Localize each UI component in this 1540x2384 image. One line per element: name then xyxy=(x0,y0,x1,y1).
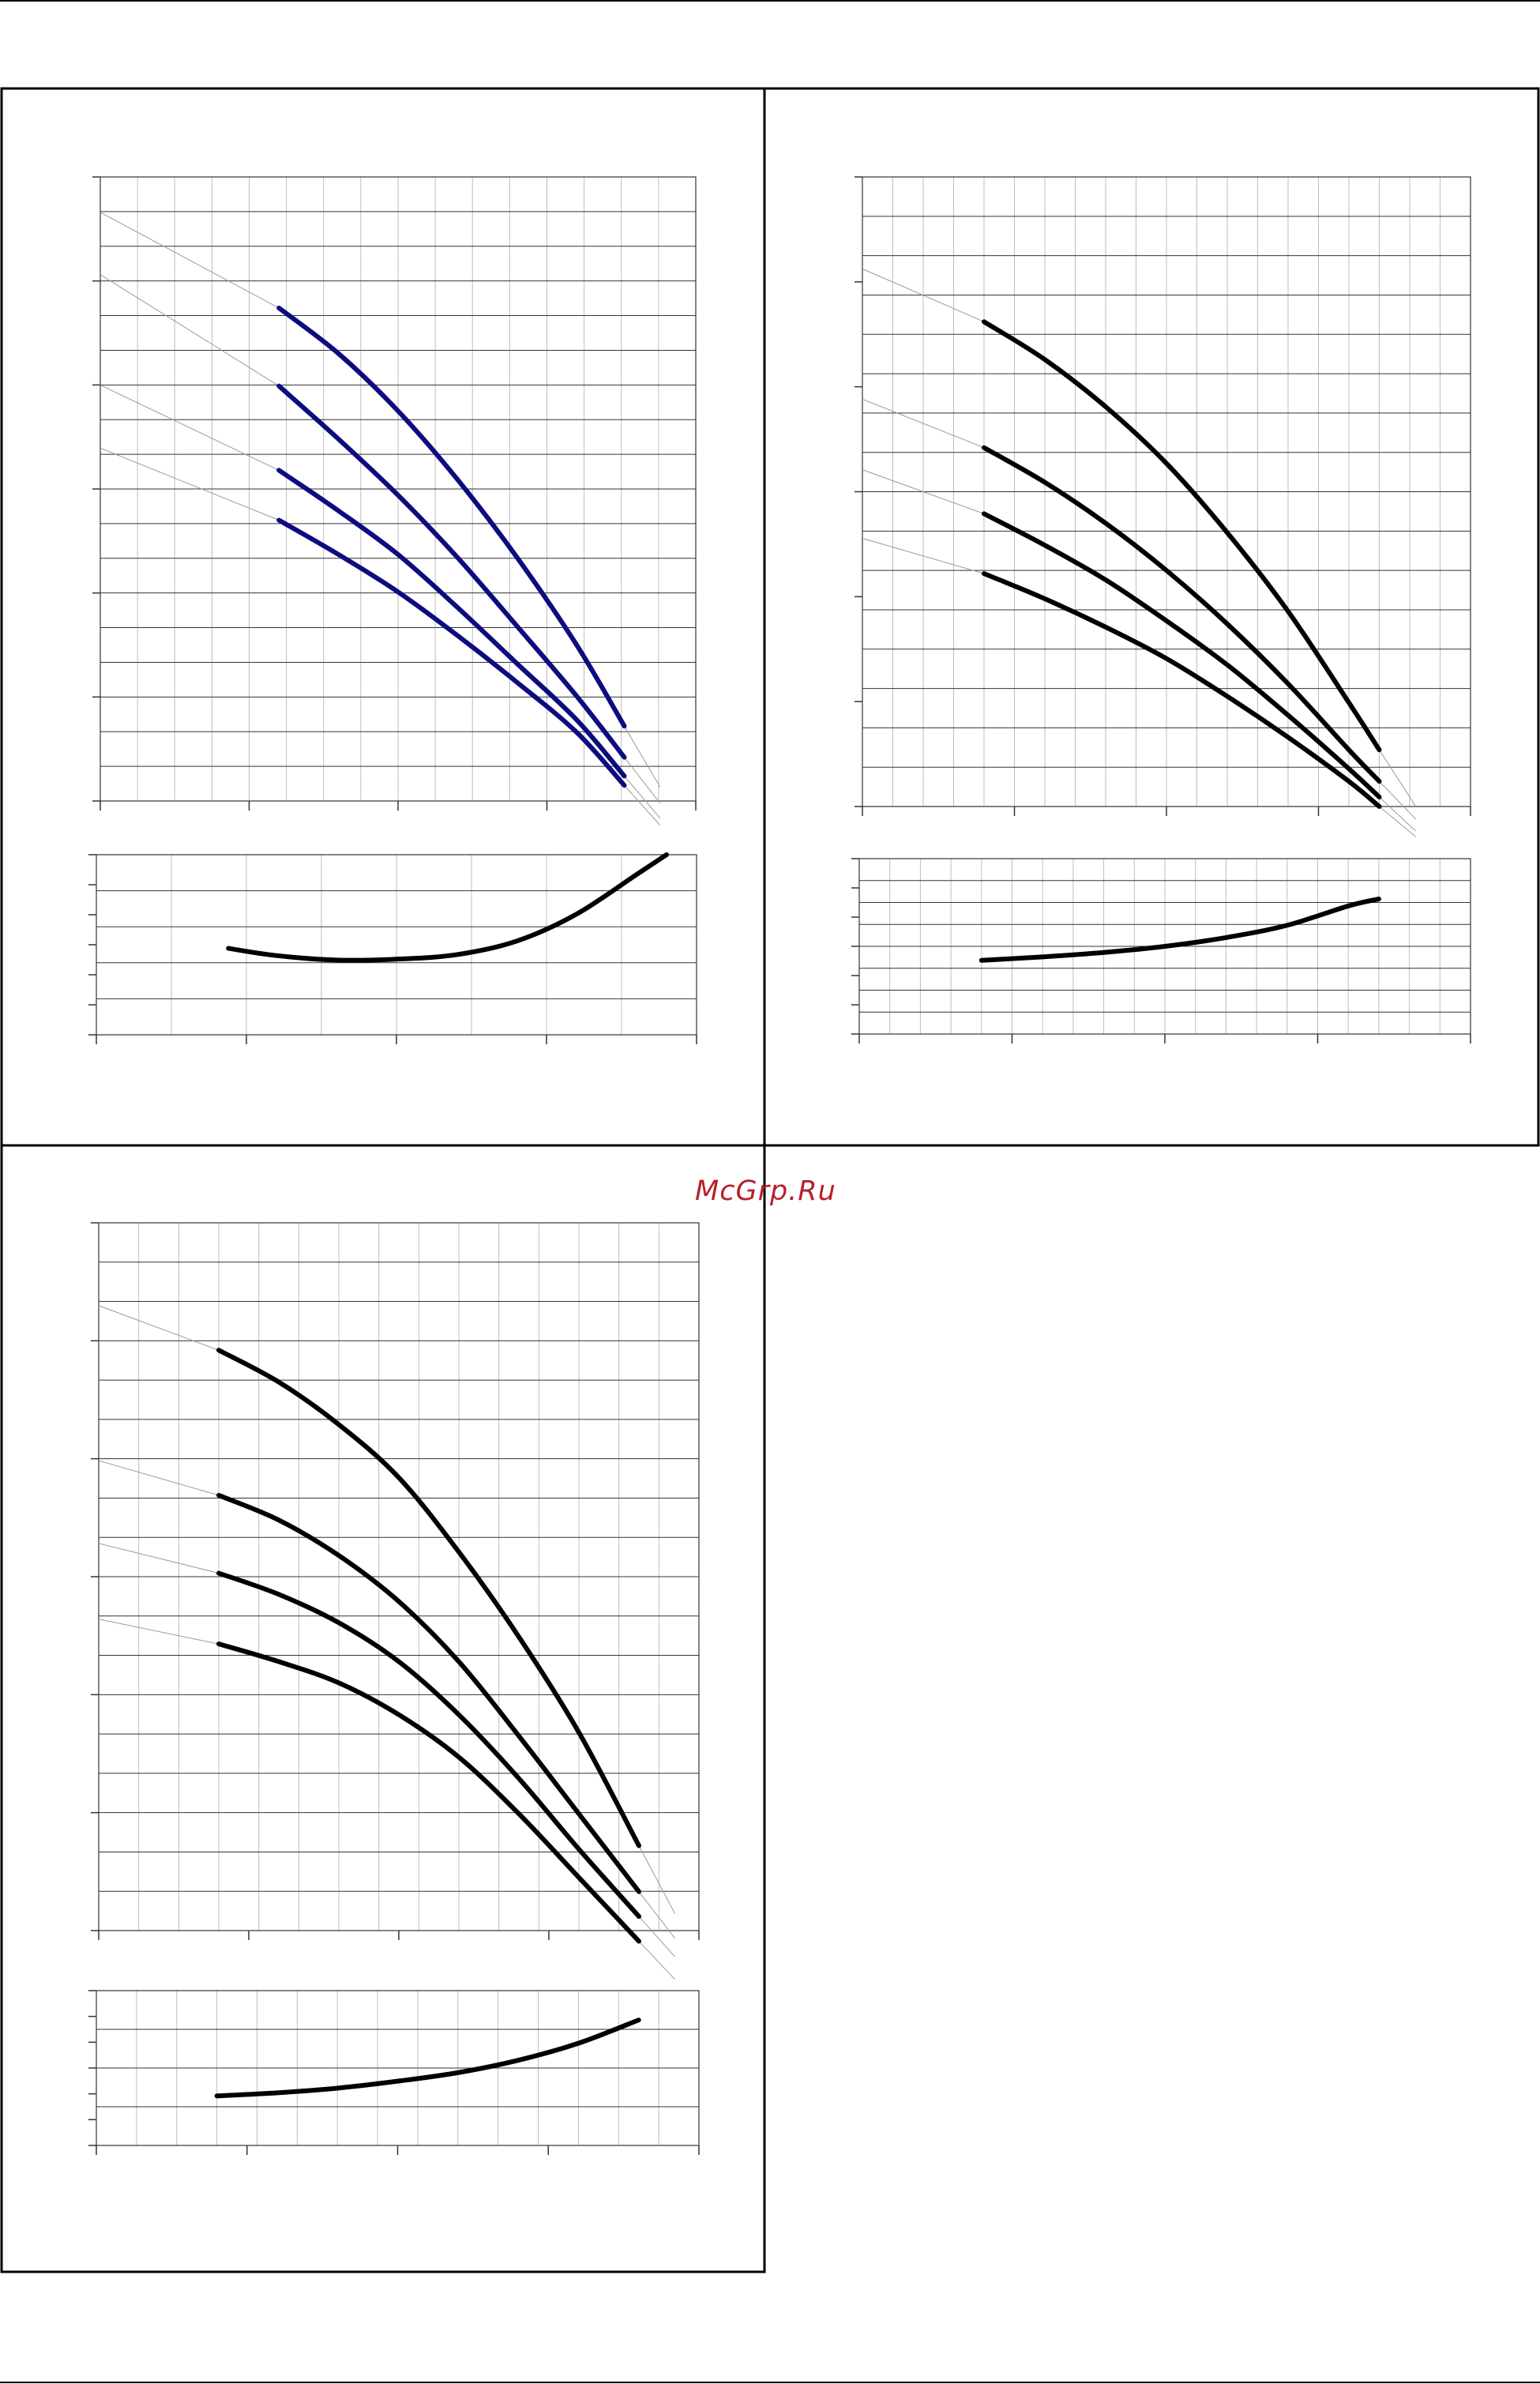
chart-b-power xyxy=(851,858,1471,1043)
guide-line-right xyxy=(638,1845,676,1914)
guide-line-right xyxy=(1379,806,1417,837)
series-line-4 xyxy=(982,571,1382,809)
panel-b-border xyxy=(763,87,1540,1147)
guide-line-left xyxy=(98,1543,220,1574)
series-line-4 xyxy=(216,1641,641,1944)
guide-line-right xyxy=(624,776,661,819)
series-line-3 xyxy=(982,511,1382,800)
guide-line-left xyxy=(862,537,985,574)
guide-line-right xyxy=(624,757,661,804)
chart-b-head xyxy=(855,176,1471,837)
guide-line-left xyxy=(100,385,280,471)
guide-line-right xyxy=(624,725,661,788)
series-line-1 xyxy=(216,1348,641,1848)
guide-line-right xyxy=(638,1891,675,1939)
chart-a-power xyxy=(88,852,697,1044)
guide-line-right xyxy=(638,1916,675,1957)
series-line-1 xyxy=(978,897,1381,963)
guide-line-right xyxy=(638,1941,675,1980)
guide-line-right xyxy=(1379,780,1417,820)
guide-line-left xyxy=(862,469,985,514)
guide-line-left xyxy=(100,212,280,309)
guide-line-left xyxy=(100,447,280,521)
chart-c-power xyxy=(88,1990,700,2155)
panel-a-border xyxy=(0,87,766,1147)
chart-c-head xyxy=(91,1222,700,1980)
guide-line-left xyxy=(862,268,985,322)
panel-c-border xyxy=(0,1144,766,2273)
series-line-3 xyxy=(216,1570,641,1920)
series-line-1 xyxy=(214,2017,641,2099)
series-line-2 xyxy=(216,1492,641,1894)
guide-line-right xyxy=(1379,749,1417,807)
guide-line-left xyxy=(100,274,280,387)
guide-line-left xyxy=(98,1460,220,1496)
guide-line-left xyxy=(98,1305,220,1351)
series-line-2 xyxy=(276,383,627,760)
series-line-1 xyxy=(276,305,627,729)
guide-line-left xyxy=(98,1619,220,1645)
chart-a-head xyxy=(92,176,697,825)
chart-layer xyxy=(88,176,1471,2155)
watermark-text: McGrp.Ru xyxy=(695,1175,836,1207)
series-line-1 xyxy=(982,319,1382,753)
guide-line-right xyxy=(624,784,661,825)
series-line-2 xyxy=(982,445,1382,784)
guide-line-left xyxy=(862,398,985,449)
series-line-4 xyxy=(276,517,627,788)
guide-line-right xyxy=(1379,796,1417,832)
series-line-1 xyxy=(226,852,669,963)
